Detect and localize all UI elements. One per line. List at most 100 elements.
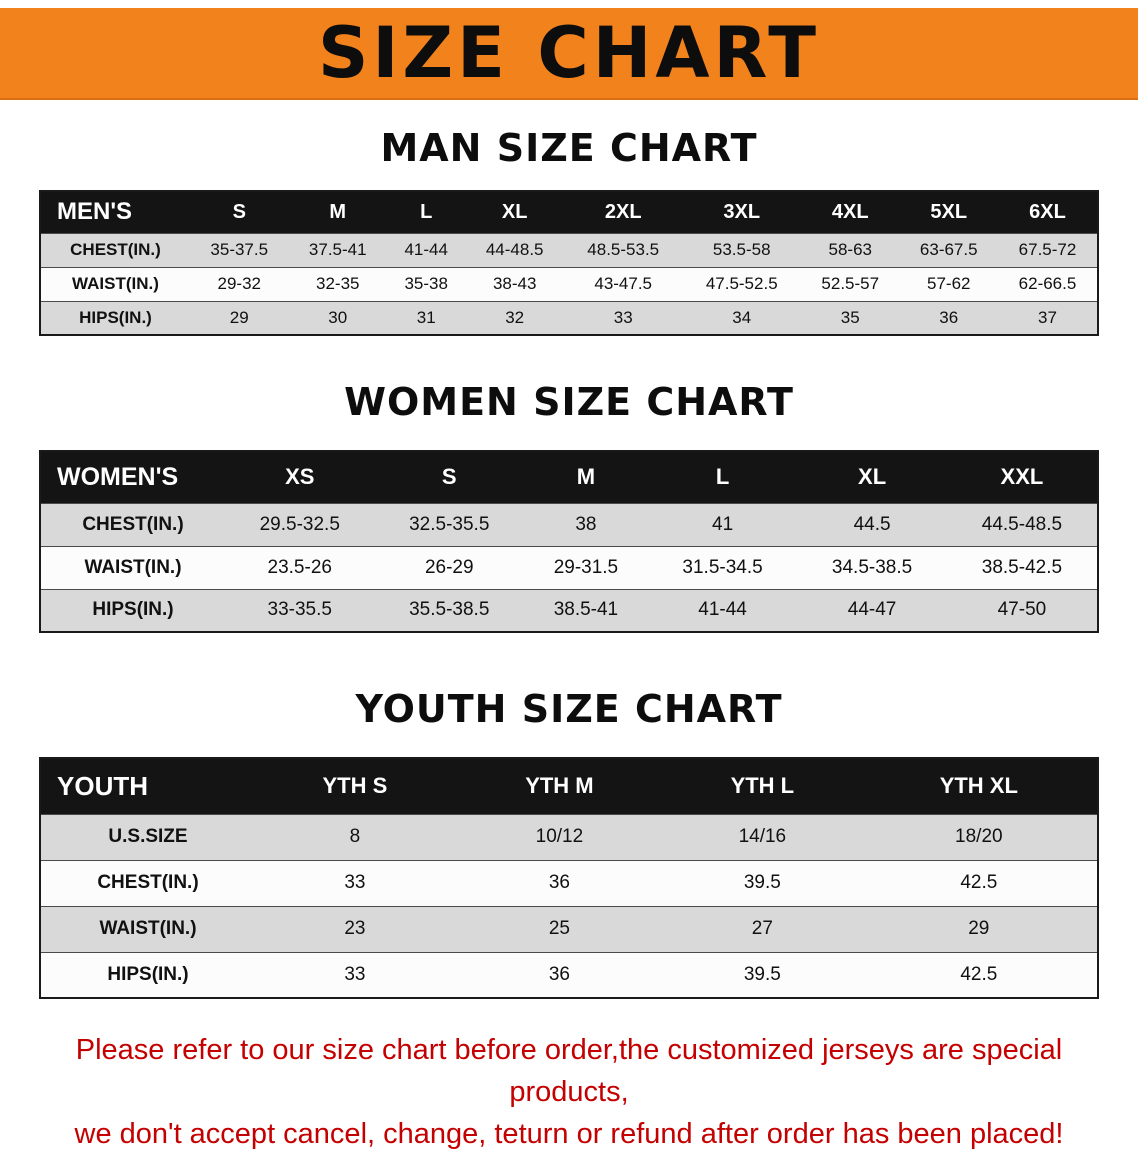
row-label-cell: HIPS(IN.) bbox=[40, 300, 190, 335]
row-label-cell: HIPS(IN.) bbox=[40, 588, 225, 632]
value-cell: 31 bbox=[387, 300, 466, 335]
youth-section-heading: YOUTH SIZE CHART bbox=[355, 687, 783, 731]
disclaimer-line-1: Please refer to our size chart before or… bbox=[75, 1034, 1063, 1109]
value-cell: 41-44 bbox=[647, 588, 798, 632]
women-size-table: WOMEN'S XS S M L XL XXL CHEST(IN.) 29.5-32.5 32.5… bbox=[39, 450, 1099, 633]
row-label-cell: WAIST(IN.) bbox=[40, 905, 255, 952]
value-cell: 37 bbox=[998, 300, 1098, 335]
table-title-cell: MEN'S bbox=[40, 191, 190, 233]
size-header-cell: XL bbox=[797, 451, 947, 503]
value-cell: 33-35.5 bbox=[225, 588, 375, 632]
men-size-table: MEN'S S M L XL 2XL 3XL 4XL 5XL 6XL CHEST(IN.) 35-37… bbox=[39, 190, 1099, 336]
value-cell: 32 bbox=[465, 300, 564, 335]
value-cell: 29-31.5 bbox=[524, 545, 648, 589]
size-header-cell: 5XL bbox=[899, 191, 998, 233]
value-cell: 29 bbox=[190, 300, 289, 335]
value-cell: 31.5-34.5 bbox=[647, 545, 798, 589]
value-cell: 35-37.5 bbox=[190, 232, 289, 267]
value-cell: 36 bbox=[454, 951, 665, 998]
men-section-heading: MAN SIZE CHART bbox=[380, 126, 758, 170]
size-header-cell: S bbox=[190, 191, 289, 233]
table-row: HIPS(IN.) 29 30 31 32 33 34 35 36 37 bbox=[40, 300, 1098, 335]
value-cell: 38-43 bbox=[465, 266, 564, 301]
value-cell: 10/12 bbox=[454, 813, 665, 860]
value-cell: 33 bbox=[563, 300, 683, 335]
table-row: CHEST(IN.) 29.5-32.5 32.5-35.5 38 41 44.5 44.5… bbox=[40, 502, 1098, 546]
value-cell: 39.5 bbox=[664, 951, 861, 998]
value-cell: 67.5-72 bbox=[998, 232, 1098, 267]
size-chart-banner: SIZE CHART bbox=[0, 8, 1138, 100]
size-header-cell: 2XL bbox=[563, 191, 683, 233]
value-cell: 52.5-57 bbox=[801, 266, 900, 301]
size-header-cell: XL bbox=[465, 191, 564, 233]
row-label-cell: HIPS(IN.) bbox=[40, 951, 255, 998]
value-cell: 39.5 bbox=[664, 859, 861, 906]
section-women: WOMEN SIZE CHART WOMEN'S XS S M L XL XXL CHEST(… bbox=[0, 380, 1138, 633]
value-cell: 35-38 bbox=[387, 266, 466, 301]
value-cell: 29-32 bbox=[190, 266, 289, 301]
table-row: CHEST(IN.) 35-37.5 37.5-41 41-44 44-48.5 48.5… bbox=[40, 232, 1098, 267]
row-label-cell: WAIST(IN.) bbox=[40, 266, 190, 301]
value-cell: 27 bbox=[664, 905, 861, 952]
page-title: SIZE CHART bbox=[317, 12, 821, 94]
value-cell: 63-67.5 bbox=[899, 232, 998, 267]
value-cell: 35 bbox=[801, 300, 900, 335]
value-cell: 32-35 bbox=[288, 266, 387, 301]
value-cell: 23 bbox=[255, 905, 455, 952]
size-header-cell: S bbox=[374, 451, 524, 503]
value-cell: 8 bbox=[255, 813, 455, 860]
value-cell: 36 bbox=[454, 859, 665, 906]
value-cell: 38.5-42.5 bbox=[946, 545, 1098, 589]
row-label-cell: CHEST(IN.) bbox=[40, 502, 225, 546]
size-header-cell: M bbox=[288, 191, 387, 233]
value-cell: 42.5 bbox=[860, 951, 1098, 998]
value-cell: 36 bbox=[899, 300, 998, 335]
value-cell: 58-63 bbox=[801, 232, 900, 267]
value-cell: 41-44 bbox=[387, 232, 466, 267]
row-label-cell: WAIST(IN.) bbox=[40, 545, 225, 589]
value-cell: 48.5-53.5 bbox=[563, 232, 683, 267]
value-cell: 57-62 bbox=[899, 266, 998, 301]
table-header-row: WOMEN'S XS S M L XL XXL bbox=[40, 451, 1098, 503]
value-cell: 33 bbox=[255, 859, 455, 906]
value-cell: 42.5 bbox=[860, 859, 1098, 906]
size-header-cell: L bbox=[387, 191, 466, 233]
size-header-cell: YTH M bbox=[454, 758, 665, 814]
value-cell: 44.5 bbox=[797, 502, 947, 546]
table-row: U.S.SIZE 8 10/12 14/16 18/20 bbox=[40, 813, 1098, 860]
disclaimer: Please refer to our size chart before or… bbox=[0, 1029, 1138, 1155]
size-header-cell: YTH L bbox=[664, 758, 861, 814]
value-cell: 34 bbox=[682, 300, 801, 335]
youth-size-table: YOUTH YTH S YTH M YTH L YTH XL U.S.SIZE 8 10/12… bbox=[39, 757, 1099, 999]
value-cell: 29.5-32.5 bbox=[225, 502, 375, 546]
value-cell: 43-47.5 bbox=[563, 266, 683, 301]
women-section-heading: WOMEN SIZE CHART bbox=[344, 380, 794, 424]
size-header-cell: M bbox=[524, 451, 648, 503]
section-men: MAN SIZE CHART MEN'S S M L XL 2XL 3XL 4XL 5XL 6XL… bbox=[0, 126, 1138, 336]
table-row: HIPS(IN.) 33-35.5 35.5-38.5 38.5-41 41-44 44-… bbox=[40, 588, 1098, 632]
size-header-cell: YTH XL bbox=[860, 758, 1098, 814]
value-cell: 38 bbox=[524, 502, 648, 546]
value-cell: 14/16 bbox=[664, 813, 861, 860]
table-title-cell: WOMEN'S bbox=[40, 451, 225, 503]
table-row: WAIST(IN.) 29-32 32-35 35-38 38-43 43-47.5 47.… bbox=[40, 266, 1098, 301]
table-row: WAIST(IN.) 23.5-26 26-29 29-31.5 31.5-34.5 34… bbox=[40, 545, 1098, 589]
value-cell: 29 bbox=[860, 905, 1098, 952]
value-cell: 23.5-26 bbox=[225, 545, 375, 589]
value-cell: 38.5-41 bbox=[524, 588, 648, 632]
value-cell: 30 bbox=[288, 300, 387, 335]
size-header-cell: XS bbox=[225, 451, 375, 503]
value-cell: 26-29 bbox=[374, 545, 524, 589]
value-cell: 62-66.5 bbox=[998, 266, 1098, 301]
value-cell: 33 bbox=[255, 951, 455, 998]
value-cell: 18/20 bbox=[860, 813, 1098, 860]
value-cell: 44-48.5 bbox=[465, 232, 564, 267]
size-header-cell: 4XL bbox=[801, 191, 900, 233]
size-header-cell: 6XL bbox=[998, 191, 1098, 233]
size-header-cell: 3XL bbox=[682, 191, 801, 233]
size-header-cell: YTH S bbox=[255, 758, 455, 814]
value-cell: 47.5-52.5 bbox=[682, 266, 801, 301]
table-row: HIPS(IN.) 33 36 39.5 42.5 bbox=[40, 951, 1098, 998]
section-youth: YOUTH SIZE CHART YOUTH YTH S YTH M YTH L YTH… bbox=[0, 687, 1138, 999]
value-cell: 47-50 bbox=[946, 588, 1098, 632]
